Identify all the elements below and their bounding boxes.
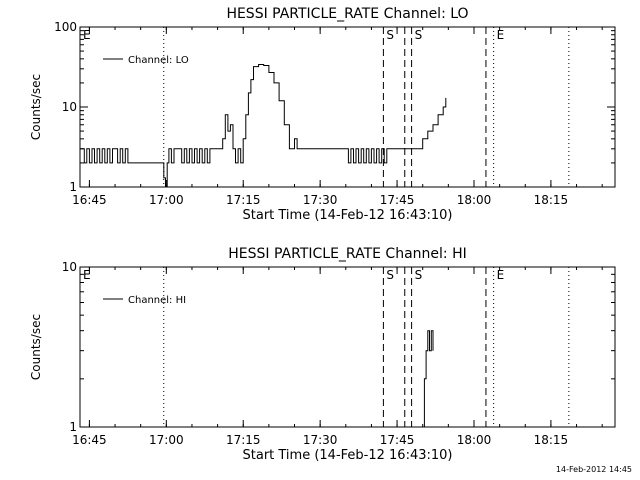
x-tick-label: 16:45 [72,193,107,207]
x-axis-label: Start Time (14-Feb-12 16:43:10) [243,208,453,223]
marker-label: E [497,268,505,282]
x-tick-label: 17:30 [303,433,338,447]
y-tick-label: 100 [54,20,77,34]
x-tick-label: 18:15 [534,433,569,447]
marker-label: S [415,28,423,42]
x-tick-label: 17:45 [380,433,415,447]
chart-panel-2: HESSI PARTICLE_RATE Channel: HI 16:45 17:0… [29,246,616,463]
x-tick-label: 17:00 [149,193,184,207]
x-tick-label: 16:45 [72,433,107,447]
x-tick-label: 17:15 [226,433,261,447]
y-axis-label: Counts/sec [29,314,43,380]
x-axis-label: Start Time (14-Feb-12 16:43:10) [243,448,453,463]
y-tick-label: 10 [62,100,77,114]
x-tick-label: 17:45 [380,193,415,207]
y-axis-label: Counts/sec [29,74,43,140]
x-tick-label: 17:30 [303,193,338,207]
x-tick-label: 17:00 [149,433,184,447]
x-tick-label: 17:15 [226,193,261,207]
legend-label: Channel: LO [128,55,189,66]
x-tick-label: 18:00 [457,193,492,207]
x-tick-label: 18:15 [534,193,569,207]
series-line [80,64,447,188]
series-line [422,330,434,428]
marker-label: E [83,28,91,42]
marker-label: S [386,28,394,42]
marker-label: E [497,28,505,42]
plot-frame [79,266,616,428]
marker-label: S [386,268,394,282]
y-tick-label: 10 [62,260,77,274]
chart-title: HESSI PARTICLE_RATE Channel: HI [228,246,466,262]
generation-timestamp: 14-Feb-2012 14:45 [555,465,632,474]
y-tick-label: 1 [69,420,77,434]
y-tick-label: 1 [69,180,77,194]
marker-label: S [415,268,423,282]
chart-panel-1: HESSI PARTICLE_RATE Channel: LO 16:45 17:0… [29,6,616,223]
chart-title: HESSI PARTICLE_RATE Channel: LO [226,6,468,22]
x-tick-label: 18:00 [457,433,492,447]
marker-label: E [83,268,91,282]
legend-label: Channel: HI [128,295,186,306]
